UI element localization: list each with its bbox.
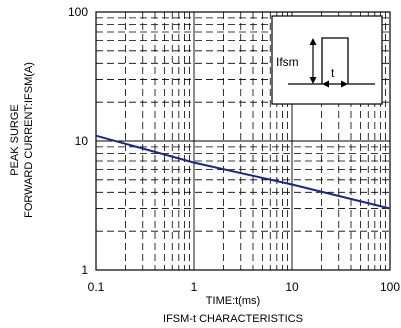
inset-ifsm-arrow-head-down (309, 77, 317, 84)
y-tick-label: 10 (75, 134, 89, 148)
x-axis-label: TIME:t(ms) (206, 295, 260, 307)
inset-frame (271, 15, 383, 105)
series-line (95, 134, 391, 210)
x-tick-label: 10 (285, 280, 299, 294)
y-tick-label: 1 (81, 263, 88, 277)
inset-ifsm-label: Ifsm (276, 55, 299, 69)
x-tick-label: 100 (380, 280, 400, 294)
x-tick-label: 1 (191, 280, 198, 294)
plot-frame (95, 11, 391, 271)
y-axis-label-line1: PEAK SURGE (9, 104, 21, 176)
inset-waveform (288, 37, 375, 85)
chart-title: IFSM-t CHARACTERISTICS (163, 313, 303, 325)
inset-ifsm-arrow-head-up (309, 38, 317, 45)
inset-t-arrow-head-left (322, 80, 329, 88)
inset-t-arrow-head-right (341, 80, 348, 88)
y-axis-label-line2: FORWARD CURRENT:IFSM(A) (23, 62, 35, 218)
inset-t-label: t (331, 66, 335, 80)
y-tick-label: 100 (68, 5, 88, 19)
waveform-inset: Ifsm t (271, 15, 383, 105)
x-tick-label: 0.1 (88, 280, 105, 294)
series-layer (95, 134, 391, 210)
